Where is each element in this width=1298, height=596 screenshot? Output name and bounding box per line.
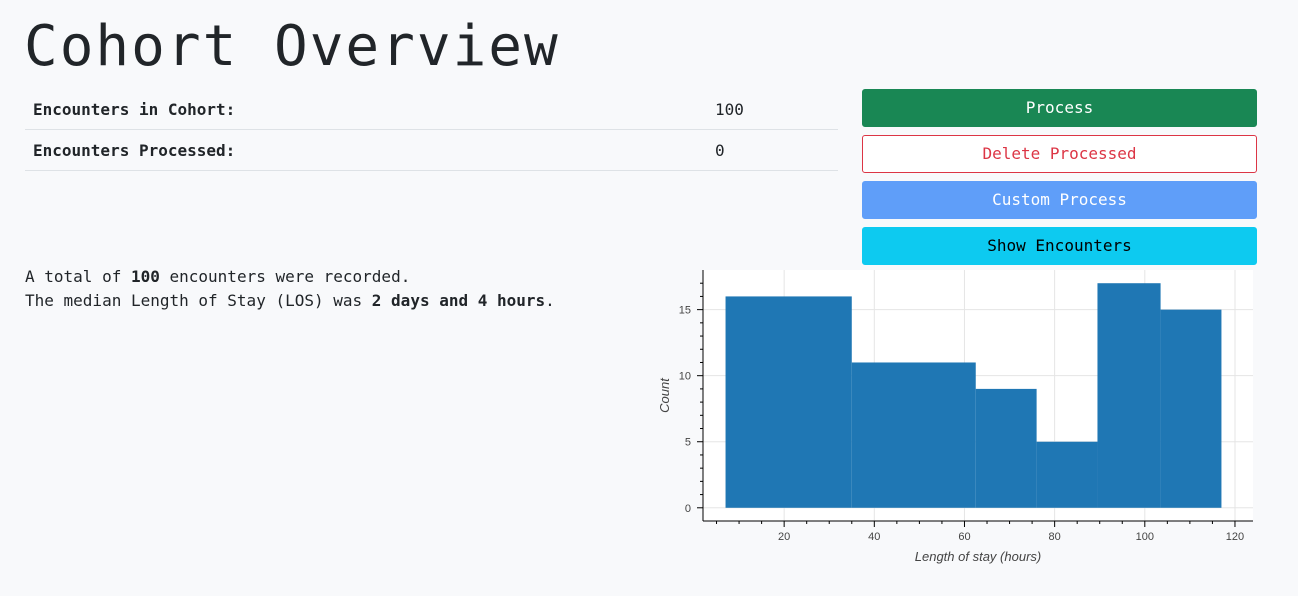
delete-processed-button[interactable]: Delete Processed <box>862 135 1257 173</box>
y-tick-label: 15 <box>679 305 691 317</box>
y-tick-label: 10 <box>679 371 691 383</box>
x-tick-label: 120 <box>1226 531 1244 543</box>
y-tick-label: 5 <box>685 437 691 449</box>
los-histogram: 20 40 60 80 100 120 0 5 10 15 Length of stay (hour… <box>657 270 1253 564</box>
encounters-in-cohort-label: Encounters in Cohort: <box>25 89 707 130</box>
show-encounters-button[interactable]: Show Encounters <box>862 227 1257 265</box>
histogram-bar <box>1160 309 1222 508</box>
cohort-stats-table: Encounters in Cohort: 100 Encounters Pro… <box>25 89 838 171</box>
cohort-summary-text: A total of 100 encounters were recorded.… <box>25 265 555 313</box>
y-tick-label: 0 <box>685 503 691 515</box>
x-tick-label: 40 <box>868 531 880 543</box>
page-title: Cohort Overview <box>24 14 560 79</box>
x-tick-label: 20 <box>778 531 790 543</box>
encounters-processed-value: 0 <box>707 129 838 171</box>
custom-process-button[interactable]: Custom Process <box>862 181 1257 219</box>
histogram-bar <box>851 362 976 508</box>
x-tick-label: 100 <box>1136 531 1154 543</box>
histogram-bar <box>725 296 852 508</box>
table-row: Encounters Processed: 0 <box>25 129 838 171</box>
encounters-processed-label: Encounters Processed: <box>25 129 707 171</box>
summary-text: A total of <box>25 267 131 286</box>
process-button[interactable]: Process <box>862 89 1257 127</box>
x-axis-label: Length of stay (hours) <box>915 549 1041 564</box>
x-tick-label: 80 <box>1049 531 1061 543</box>
x-tick-label: 60 <box>958 531 970 543</box>
histogram-bar <box>975 388 1037 508</box>
histogram-bar <box>1036 441 1098 508</box>
summary-text: . <box>545 291 555 310</box>
summary-text: The median Length of Stay (LOS) was <box>25 291 372 310</box>
total-encounters: 100 <box>130 267 160 286</box>
summary-text: encounters were recorded. <box>159 267 411 286</box>
table-row: Encounters in Cohort: 100 <box>25 89 838 130</box>
encounters-in-cohort-value: 100 <box>707 89 838 130</box>
median-los: 2 days and 4 hours <box>371 291 546 310</box>
histogram-bar <box>1097 283 1161 508</box>
y-axis-label: Count <box>657 377 672 413</box>
